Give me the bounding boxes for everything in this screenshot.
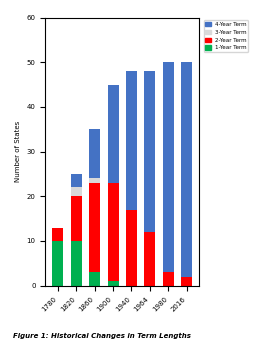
Bar [163, 272, 174, 286]
Bar [126, 210, 137, 286]
Bar [71, 174, 82, 187]
Bar [163, 62, 174, 272]
Y-axis label: Number of States: Number of States [15, 121, 21, 182]
Legend: 4-Year Term, 3-Year Term, 2-Year Term, 1-Year Term: 4-Year Term, 3-Year Term, 2-Year Term, 1… [204, 20, 248, 52]
Bar [89, 272, 100, 286]
Bar [89, 129, 100, 178]
Bar [89, 183, 100, 272]
Bar [126, 71, 137, 210]
Bar [52, 227, 63, 241]
Bar [181, 277, 192, 286]
Bar [144, 232, 155, 286]
Bar [107, 183, 119, 281]
Bar [181, 62, 192, 277]
Bar [71, 241, 82, 286]
Bar [71, 187, 82, 196]
Bar [107, 281, 119, 286]
Bar [107, 85, 119, 183]
Bar [71, 196, 82, 241]
Bar [144, 71, 155, 232]
Bar [89, 178, 100, 183]
Text: Figure 1: Historical Changes in Term Lengths: Figure 1: Historical Changes in Term Len… [13, 332, 191, 339]
Bar [52, 241, 63, 286]
